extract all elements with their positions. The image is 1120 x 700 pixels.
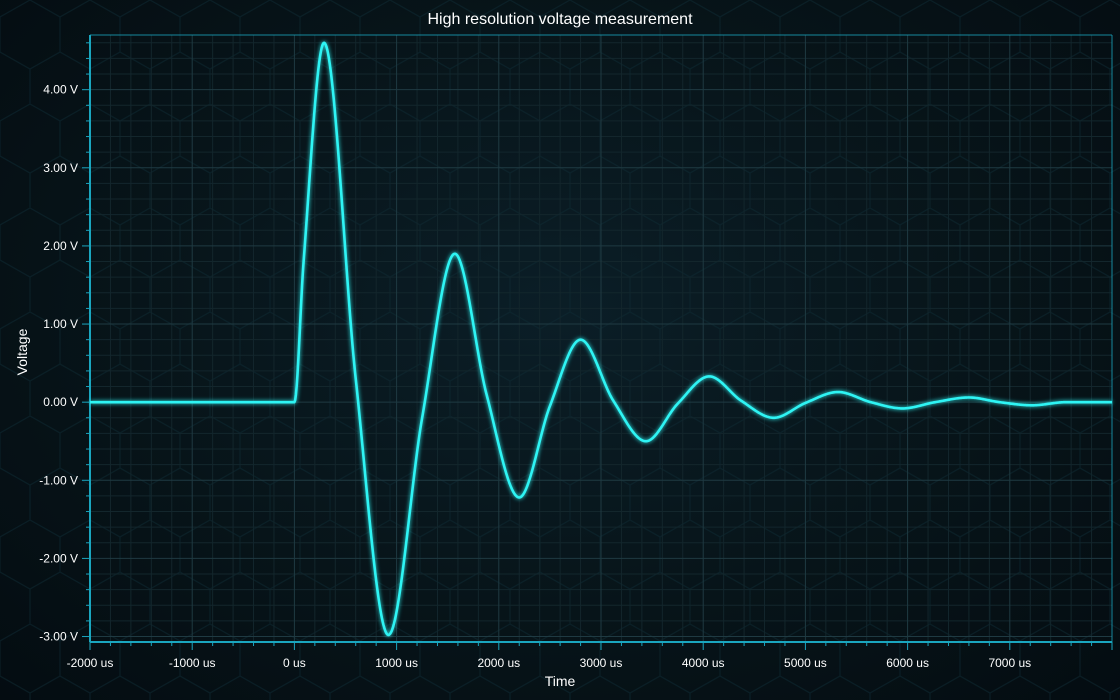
y-tick-label: -1.00 V: [39, 473, 78, 487]
y-tick-label: 0.00 V: [43, 395, 78, 409]
x-axis-title: Time: [545, 673, 576, 689]
x-tick-label: 7000 us: [988, 656, 1031, 670]
series-layer: [89, 41, 1113, 637]
x-tick-label: -2000 us: [67, 656, 114, 670]
chart-title: High resolution voltage measurement: [427, 11, 693, 28]
y-tick-label: 1.00 V: [43, 317, 78, 331]
y-tick-label: 2.00 V: [43, 239, 78, 253]
y-axis-title: Voltage: [14, 328, 30, 375]
y-tick-label: -3.00 V: [39, 630, 78, 644]
y-tick-label: 4.00 V: [43, 83, 78, 97]
x-tick-label: 0 us: [283, 656, 306, 670]
x-tick-label: 6000 us: [886, 656, 929, 670]
x-axis-ticks: -2000 us -1000 us 0 us 1000 us 2000 us 3000 u…: [67, 642, 1113, 670]
series-line-voltage: [89, 41, 1113, 637]
x-tick-label: 5000 us: [784, 656, 827, 670]
x-tick-label: -1000 us: [169, 656, 216, 670]
x-tick-label: 3000 us: [580, 656, 623, 670]
y-tick-label: -2.00 V: [39, 551, 78, 565]
x-tick-label: 4000 us: [682, 656, 725, 670]
x-tick-label: 2000 us: [477, 656, 520, 670]
y-axis-ticks: -3.00 V -2.00 V -1.00 V 0.00 V 1.00 V 2.00 V 3…: [39, 42, 90, 644]
y-tick-label: 3.00 V: [43, 161, 78, 175]
x-tick-label: 1000 us: [375, 656, 418, 670]
